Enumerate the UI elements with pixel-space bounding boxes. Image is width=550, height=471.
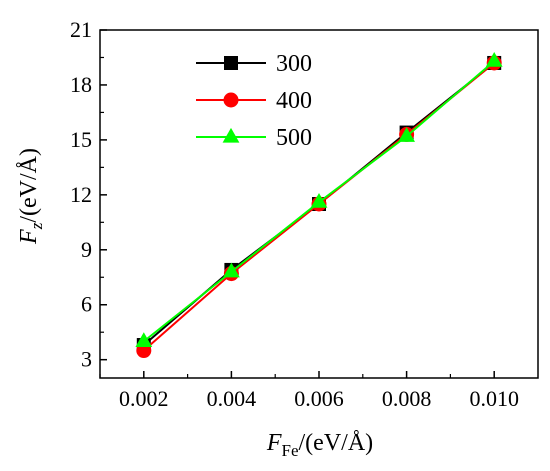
data-point-triangle — [310, 193, 328, 208]
legend-label: 300 — [276, 51, 312, 77]
legend-item-500: 500 — [196, 125, 312, 151]
x-axis-title-sub: Fe — [282, 441, 299, 460]
y-axis-title-sub: z — [27, 222, 46, 230]
data-point-triangle — [222, 127, 240, 143]
x-tick-label: 0.004 — [207, 386, 257, 411]
data-point-triangle — [135, 332, 153, 347]
data-point-triangle — [398, 127, 415, 142]
x-ticks: 0.002 0.004 0.006 0.008 0.010 — [99, 371, 519, 411]
y-ticks: 3 6 9 12 15 18 21 — [70, 17, 107, 372]
y-tick-label: 3 — [81, 347, 92, 372]
x-tick-label: 0.002 — [119, 386, 169, 411]
y-tick-label: 18 — [70, 72, 92, 97]
y-axis-title-unit: /(eV/Å) — [16, 148, 42, 223]
legend-label: 400 — [276, 88, 312, 114]
x-axis-title-unit: /(eV/Å) — [299, 430, 374, 456]
legend-item-300: 300 — [196, 51, 312, 77]
x-axis-title: FFe/(eV/Å) — [266, 430, 373, 460]
x-tick-label: 0.006 — [294, 386, 344, 411]
data-point-triangle — [223, 262, 240, 278]
series-layer — [135, 52, 503, 359]
legend-label: 500 — [276, 125, 312, 151]
x-tick-label: 0.010 — [469, 386, 519, 411]
y-tick-label: 21 — [70, 17, 92, 42]
data-point-square — [224, 56, 238, 70]
x-axis-title-main: F — [266, 430, 282, 456]
data-point-circle — [223, 92, 239, 108]
y-tick-label: 9 — [81, 237, 92, 262]
y-axis-title: Fz/(eV/Å) — [16, 148, 46, 245]
data-point-triangle — [485, 52, 503, 67]
legend: 300 400 500 — [196, 51, 312, 151]
x-tick-label: 0.008 — [382, 386, 432, 411]
series-500 — [135, 52, 503, 347]
y-tick-label: 12 — [70, 182, 92, 207]
y-tick-label: 6 — [81, 292, 92, 317]
legend-item-400: 400 — [196, 88, 312, 114]
y-tick-label: 15 — [70, 127, 92, 152]
y-axis-title-main: F — [16, 229, 42, 245]
